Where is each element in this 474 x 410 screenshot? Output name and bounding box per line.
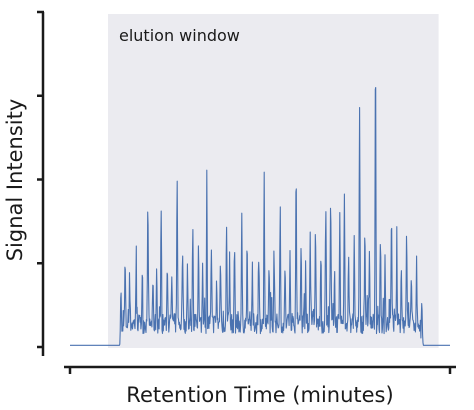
x-axis-label: Retention Time (minutes) — [126, 383, 393, 407]
signal-trace — [69, 86, 451, 346]
elution-window-label: elution window — [119, 26, 240, 45]
y-axis-label: Signal Intensity — [3, 99, 27, 262]
x-ticks — [68, 366, 452, 374]
y-ticks — [37, 10, 44, 349]
